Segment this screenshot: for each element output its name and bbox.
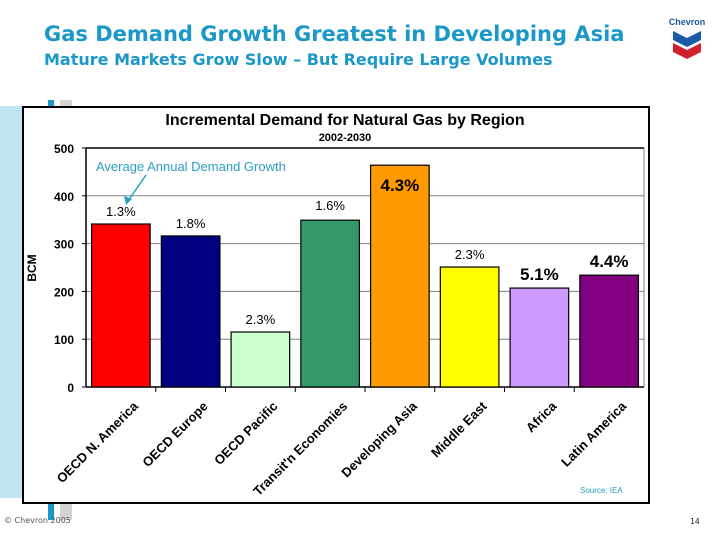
bar-oecd-pacific — [230, 331, 291, 388]
x-tick-label: OECD Europe — [139, 399, 210, 470]
annotation-text: Average Annual Demand Growth — [96, 159, 286, 174]
bar-oecd-n-america — [90, 223, 151, 388]
data-label: 1.3% — [106, 204, 136, 219]
bar-latin-america — [579, 274, 640, 388]
y-tick-label: 0 — [67, 381, 74, 395]
source-note: Source: IEA — [580, 486, 623, 495]
x-tick-label: OECD Pacific — [211, 399, 280, 468]
data-label: 5.1% — [520, 265, 559, 284]
logo-text: Chevron — [668, 17, 706, 27]
bar-middle-east — [439, 266, 500, 388]
chevron-logo-icon — [673, 31, 701, 59]
copyright: © Chevron 2005 — [4, 516, 71, 525]
x-tick-label: OECD N. America — [54, 398, 142, 486]
data-label: 4.3% — [381, 176, 420, 195]
data-label: 2.3% — [246, 312, 276, 327]
bar-oecd-europe — [160, 235, 221, 388]
data-label: 1.8% — [176, 216, 206, 231]
bar-developing-asia — [369, 164, 430, 388]
chart-subtitle: 2002-2030 — [319, 132, 372, 144]
annotation-arrow — [124, 174, 147, 205]
y-tick-label: 100 — [54, 333, 74, 347]
x-tick-label: Latin America — [558, 398, 630, 470]
chart-title: Incremental Demand for Natural Gas by Re… — [165, 112, 524, 129]
y-tick-label: 200 — [54, 285, 74, 299]
sidebar-band — [0, 106, 22, 498]
bar-transit-n-economies — [300, 219, 361, 388]
y-tick-label: 400 — [54, 190, 74, 204]
slide-subtitle: Mature Markets Grow Slow – But Require L… — [44, 50, 553, 69]
y-axis-label: BCM — [25, 254, 39, 281]
x-tick-label: Developing Asia — [338, 398, 420, 480]
slide-title: Gas Demand Growth Greatest in Developing… — [44, 22, 625, 46]
chevron-logo: Chevron — [662, 17, 712, 61]
data-label: 1.6% — [315, 198, 345, 213]
y-tick-label: 300 — [54, 238, 74, 252]
x-tick-label: Middle East — [428, 398, 490, 460]
data-label: 2.3% — [455, 247, 485, 262]
y-tick-label: 500 — [54, 142, 74, 156]
data-label: 4.4% — [590, 252, 629, 271]
bar-africa — [509, 287, 570, 388]
x-tick-label: Africa — [523, 398, 560, 435]
page-number: 14 — [690, 517, 700, 526]
